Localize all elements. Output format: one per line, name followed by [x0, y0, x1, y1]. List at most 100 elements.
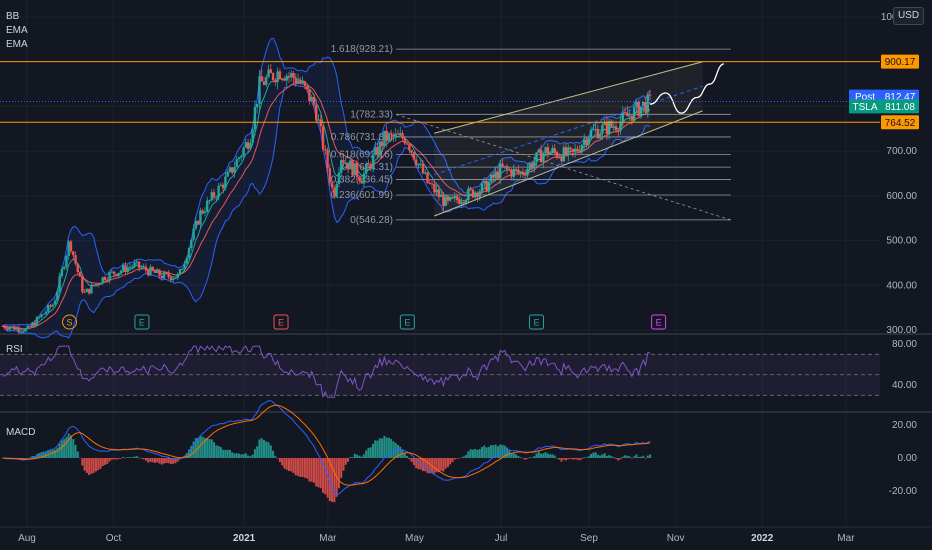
- macd-bar: [458, 458, 461, 459]
- macd-bar: [247, 455, 250, 458]
- support-price-tag-bg: [881, 115, 919, 130]
- candle-body: [126, 267, 129, 273]
- candle-body: [37, 317, 41, 319]
- candle-body: [280, 78, 284, 80]
- earnings-icon: [399, 314, 415, 330]
- candle-body: [260, 76, 263, 82]
- symbol-label: TSLA: [852, 102, 877, 113]
- resistance-price-tag: 900.17: [885, 57, 916, 68]
- support-price-tag: 764.52: [885, 118, 916, 129]
- candle-body: [623, 112, 627, 114]
- candle-body: [512, 168, 516, 177]
- candle-body: [471, 189, 475, 198]
- earnings-marker-s[interactable]: S: [62, 314, 78, 330]
- candle-body: [646, 94, 649, 113]
- earnings-marker-e[interactable]: E: [273, 314, 289, 330]
- currency-button[interactable]: USD: [893, 7, 924, 25]
- candle-body: [135, 261, 139, 263]
- macd-bar: [51, 449, 54, 458]
- indicator-ema-2[interactable]: EMA: [6, 39, 28, 50]
- earnings-marker-e[interactable]: E: [651, 314, 667, 330]
- macd-bar: [188, 449, 191, 458]
- indicator-bb[interactable]: BB: [6, 11, 20, 22]
- earnings-letter: S: [67, 318, 73, 328]
- macd-bar: [281, 458, 284, 466]
- macd-bar: [79, 457, 82, 459]
- macd-bar: [517, 455, 520, 458]
- macd-bar: [181, 457, 184, 459]
- candle-body: [35, 317, 39, 326]
- earnings-marker-e[interactable]: E: [399, 314, 415, 330]
- macd-bar: [553, 455, 556, 458]
- time-tick-label: Mar: [837, 533, 855, 544]
- rsi-label[interactable]: RSI: [6, 344, 23, 355]
- candle-body: [171, 278, 175, 281]
- macd-bar: [215, 445, 218, 458]
- macd-bar: [292, 458, 295, 473]
- candle-body: [523, 174, 527, 176]
- candle-body: [380, 141, 384, 147]
- macd-bar: [512, 453, 515, 458]
- macd-bar: [42, 451, 45, 458]
- macd-bar: [104, 458, 107, 465]
- candle-body: [294, 78, 297, 84]
- candle-body: [149, 266, 152, 276]
- candle-body: [451, 197, 454, 199]
- macd-bar: [483, 445, 486, 458]
- candle-body: [131, 266, 134, 268]
- candle-body: [97, 284, 100, 286]
- candle-body: [464, 200, 468, 203]
- bollinger-upper: [2, 37, 651, 327]
- resistance-price-tag-bg: [881, 54, 919, 69]
- macd-label[interactable]: MACD: [6, 427, 35, 438]
- candle-body: [601, 124, 604, 134]
- macd-bar: [219, 447, 222, 458]
- candle-body: [621, 112, 625, 122]
- candle-body: [144, 266, 148, 271]
- rsi-band: [0, 354, 880, 396]
- fib-label: 1(782.33): [350, 109, 393, 120]
- macd-bar: [562, 458, 565, 460]
- candle-body: [19, 331, 23, 333]
- candle-body: [315, 104, 318, 121]
- earnings-marker-e[interactable]: E: [134, 314, 150, 330]
- earnings-icon: [651, 314, 667, 330]
- candle-body: [426, 172, 429, 184]
- candle-body: [576, 148, 579, 151]
- macd-bar: [612, 457, 615, 458]
- macd-bar: [94, 458, 97, 472]
- candle-body: [437, 189, 441, 197]
- candle-body: [369, 163, 372, 168]
- macd-bar: [560, 458, 563, 462]
- candle-body: [389, 133, 393, 135]
- macd-bar: [369, 447, 372, 458]
- macd-bar: [385, 437, 388, 458]
- macd-bar: [496, 446, 499, 458]
- candle-body: [56, 291, 59, 301]
- candle-body: [392, 134, 395, 137]
- symbol-label-bg: [849, 99, 881, 114]
- candle-body: [90, 284, 93, 294]
- candle-body: [439, 195, 443, 197]
- macd-bar: [256, 446, 259, 458]
- macd-bar: [537, 451, 540, 458]
- candle-body: [40, 314, 43, 318]
- macd-bar: [433, 458, 436, 474]
- macd-bar: [615, 458, 617, 459]
- macd-bar: [156, 458, 159, 463]
- earnings-marker-e[interactable]: E: [529, 314, 545, 330]
- candle-body: [258, 76, 261, 104]
- macd-bar: [362, 454, 365, 458]
- macd-bar: [124, 457, 127, 459]
- macd-bar: [358, 455, 361, 458]
- candle-body: [367, 163, 370, 165]
- macd-bar: [558, 458, 561, 460]
- macd-bar: [260, 438, 263, 458]
- macd-bar: [583, 457, 586, 458]
- candle-body: [231, 167, 234, 173]
- indicator-ema-1[interactable]: EMA: [6, 25, 28, 36]
- macd-bar: [351, 457, 354, 458]
- macd-bar: [201, 436, 204, 458]
- candle-body: [326, 149, 329, 169]
